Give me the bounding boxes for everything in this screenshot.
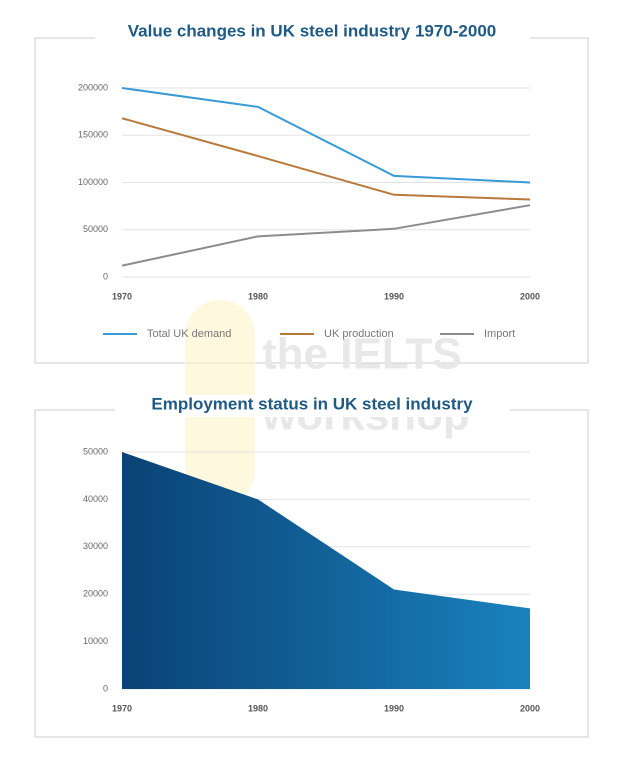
x-tick-label: 2000 <box>520 703 540 713</box>
chart-title: Employment status in UK steel industry <box>151 394 473 413</box>
y-tick-label: 50000 <box>83 224 108 234</box>
y-tick-label: 40000 <box>83 494 108 504</box>
legend-label: Import <box>484 328 515 340</box>
x-tick-label: 1990 <box>384 703 404 713</box>
chart-title: Value changes in UK steel industry 1970-… <box>128 21 497 40</box>
watermark: the IELTS <box>262 330 462 379</box>
x-tick-label: 2000 <box>520 291 540 301</box>
line <box>121 204 531 267</box>
y-tick-label: 0 <box>103 683 108 693</box>
line <box>121 87 531 184</box>
y-tick-label: 100000 <box>78 177 108 187</box>
y-tick-label: 10000 <box>83 636 108 646</box>
legend-label: UK production <box>324 328 394 340</box>
y-tick-label: 0 <box>103 271 108 281</box>
y-tick-label: 50000 <box>83 446 108 456</box>
x-tick-label: 1980 <box>248 291 268 301</box>
x-tick-label: 1970 <box>112 291 132 301</box>
x-tick-label: 1980 <box>248 703 268 713</box>
y-tick-label: 150000 <box>78 130 108 140</box>
title-bg <box>95 22 530 44</box>
y-tick-label: 200000 <box>78 82 108 92</box>
x-tick-label: 1970 <box>112 703 132 713</box>
y-tick-label: 30000 <box>83 541 108 551</box>
title-bg <box>115 395 510 417</box>
y-tick-label: 20000 <box>83 589 108 599</box>
legend-label: Total UK demand <box>147 328 231 340</box>
frame-1 <box>34 37 589 364</box>
x-tick-label: 1990 <box>384 291 404 301</box>
area <box>122 452 530 689</box>
line <box>121 117 531 201</box>
